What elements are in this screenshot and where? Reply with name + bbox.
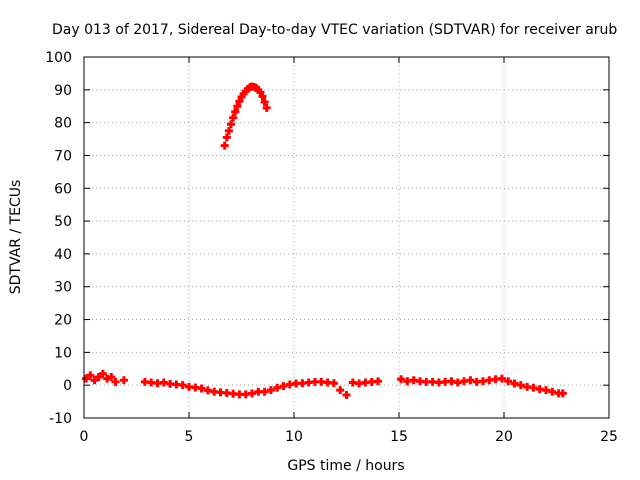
y-tick-label: 80 <box>54 116 72 132</box>
x-tick-label: 10 <box>285 429 303 445</box>
x-tick-label: 20 <box>495 429 513 445</box>
data-point <box>266 386 275 395</box>
y-tick-label: 90 <box>54 83 72 99</box>
data-point <box>342 391 351 400</box>
x-tick-label: 5 <box>185 429 194 445</box>
data-point <box>107 372 116 381</box>
data-point <box>516 381 525 390</box>
data-point <box>260 387 269 396</box>
y-tick-label: 30 <box>54 280 72 296</box>
data-point <box>227 120 235 129</box>
y-tick-label: 10 <box>54 345 72 361</box>
grid-layer <box>84 57 609 418</box>
y-tick-label: 20 <box>54 313 72 329</box>
data-point <box>82 374 91 383</box>
x-tick-label: 15 <box>390 429 408 445</box>
data-point <box>231 107 240 116</box>
data-point <box>497 374 506 383</box>
data-point <box>262 103 271 112</box>
data-point <box>510 379 519 388</box>
data-point <box>119 376 128 385</box>
y-tick-label: 70 <box>54 148 72 164</box>
data-point <box>258 92 267 101</box>
data-point <box>229 113 238 122</box>
data-point <box>397 375 406 384</box>
data-point <box>279 382 288 391</box>
data-point <box>94 372 103 381</box>
data-point <box>86 371 95 380</box>
data-point <box>220 141 229 150</box>
x-tick-label: 0 <box>80 429 89 445</box>
data-point <box>224 126 233 135</box>
points-layer <box>82 82 567 400</box>
plot-frame <box>83 56 610 419</box>
data-point <box>111 377 120 386</box>
data-point <box>504 377 513 386</box>
y-tick-label: 40 <box>54 247 72 263</box>
y-tick-label: -10 <box>49 411 72 427</box>
data-point <box>466 376 475 385</box>
y-tick-label: 50 <box>54 214 72 230</box>
ticks-layer: 0 5 10 15 20 25 -10 0 10 20 30 40 50 60 70 80 90 100 <box>45 50 618 445</box>
data-point <box>90 376 99 385</box>
y-tick-label: 100 <box>45 50 72 66</box>
chart-title: Day 013 of 2017, Sidereal Day-to-day VTE… <box>52 22 617 38</box>
data-point <box>98 369 107 378</box>
data-point <box>260 97 269 106</box>
data-point <box>542 386 550 395</box>
data-point <box>374 377 382 386</box>
y-tick-label: 60 <box>54 181 72 197</box>
data-point <box>548 387 557 396</box>
y-axis-label: SDTVAR / TECUs <box>8 180 24 295</box>
data-point <box>336 386 345 395</box>
data-point <box>233 102 242 111</box>
data-point <box>222 133 231 142</box>
data-point <box>178 381 187 390</box>
data-point <box>103 374 112 383</box>
data-point <box>235 97 244 106</box>
data-point <box>329 379 338 388</box>
data-point <box>197 384 206 393</box>
y-tick-label: 0 <box>63 378 72 394</box>
x-tick-label: 25 <box>600 429 618 445</box>
data-point <box>273 383 282 392</box>
data-point <box>248 389 256 398</box>
data-point <box>558 389 567 398</box>
x-axis-label: GPS time / hours <box>287 458 404 474</box>
